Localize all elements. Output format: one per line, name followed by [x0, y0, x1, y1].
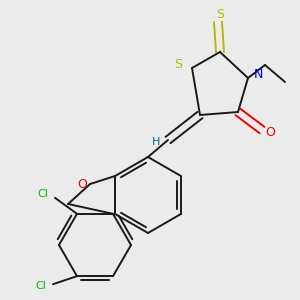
Text: N: N	[253, 68, 263, 80]
Text: S: S	[174, 58, 182, 70]
Text: O: O	[77, 178, 87, 190]
Text: S: S	[216, 8, 224, 22]
Text: H: H	[152, 137, 160, 147]
Text: Cl: Cl	[36, 281, 46, 291]
Text: O: O	[265, 125, 275, 139]
Text: Cl: Cl	[38, 189, 48, 199]
